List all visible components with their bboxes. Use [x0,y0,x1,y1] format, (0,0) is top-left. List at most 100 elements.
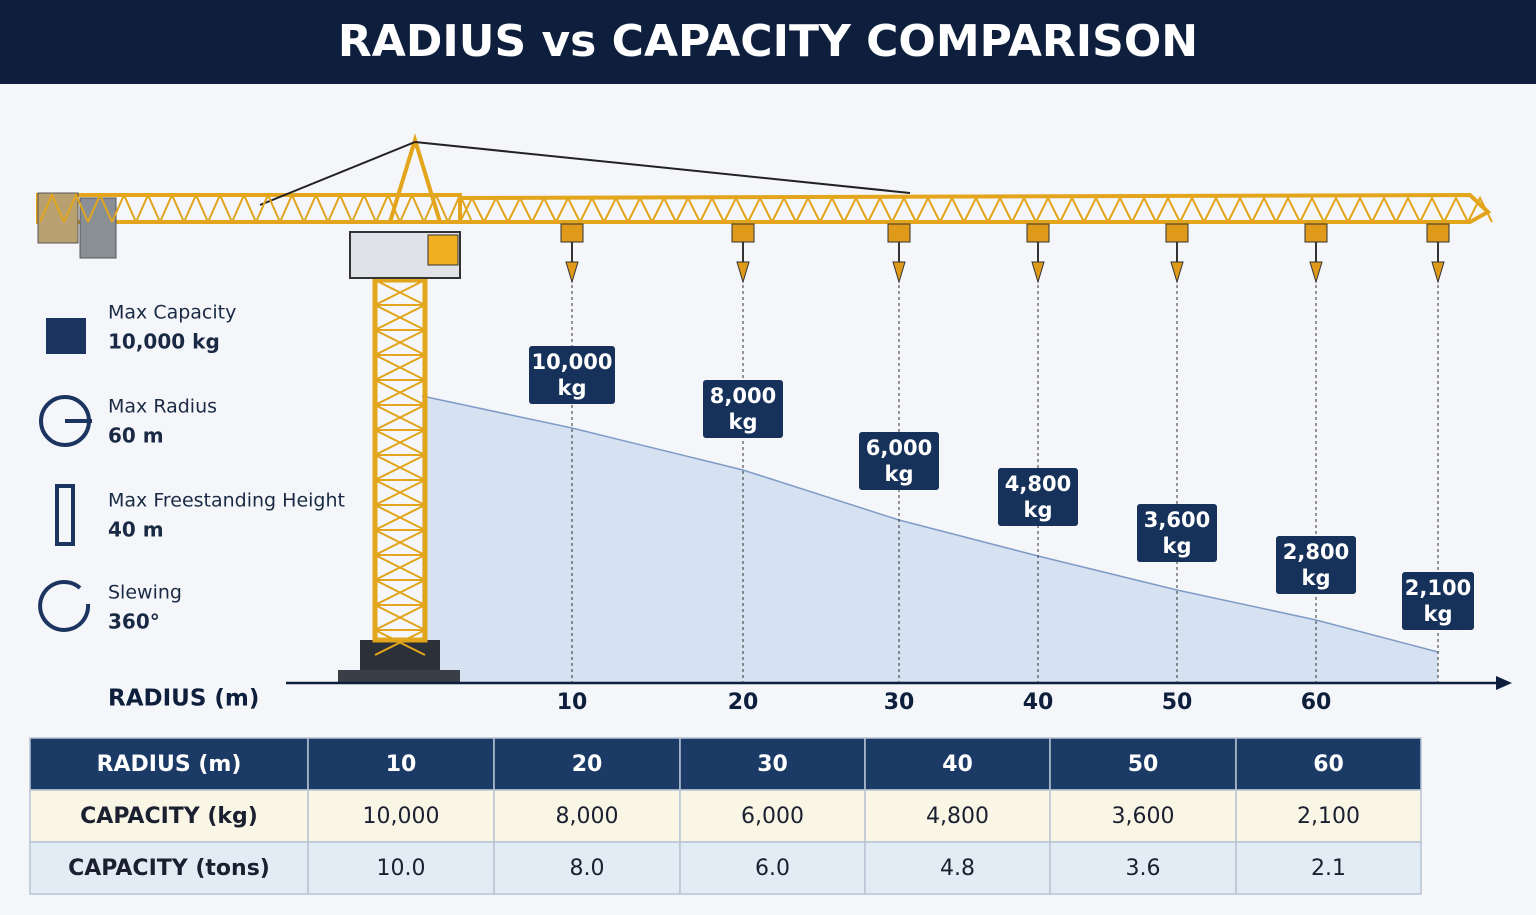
table-cell-text: 4,800 [926,804,989,829]
truss [1347,195,1373,223]
capacity-unit: kg [1424,602,1453,626]
truss [1203,195,1229,223]
apex [387,133,443,224]
capacity-curve [421,395,1439,653]
axis-tick-label: 40 [1023,690,1054,715]
truss [963,195,989,223]
hook [1431,261,1445,284]
truss [374,454,426,481]
table-header: 10 [386,752,417,777]
truss [374,579,426,606]
capacity-label-box [1137,504,1217,562]
table-cell [1235,789,1422,843]
capacity-unit: kg [1163,534,1192,558]
truss [891,195,917,223]
truss [87,192,113,223]
crane [36,133,1512,690]
truss [1107,195,1133,223]
table-header: 20 [572,752,603,777]
truss [1179,195,1205,223]
trolley [731,223,755,243]
jib [458,192,1492,224]
truss [1155,195,1181,223]
capacity-unit: kg [1302,566,1331,590]
truss [399,192,425,223]
truss [483,195,509,223]
table-header: 40 [942,752,973,777]
spec-label: Max Capacity [108,302,236,324]
truss [603,195,629,223]
icon-tower [55,484,75,546]
capacity-unit: kg [729,410,758,434]
table-header: 50 [1128,752,1159,777]
table-cell-text: 10,000 [363,804,440,829]
truss [351,192,377,223]
truss [459,195,485,223]
truss [1131,195,1157,223]
truss [699,195,725,223]
crane-base [338,670,460,684]
truss [507,195,533,223]
table-cell-text: 4.8 [940,856,975,881]
truss [374,529,426,556]
capacity-label-box [1402,572,1474,630]
table-cell [29,841,309,895]
capacity-value: 8,000 [710,384,776,408]
table-header: 60 [1313,752,1344,777]
counterweight [79,197,117,259]
truss [374,404,426,431]
tie [259,141,416,206]
trolley [1165,223,1189,243]
truss [255,192,281,223]
spec-icons [38,318,92,632]
spec-value: 360° [108,610,160,634]
truss [207,192,233,223]
trolley [1026,223,1050,243]
truss [555,195,581,223]
table-cell [1235,737,1422,791]
truss [374,279,426,306]
truss [111,192,137,223]
capacity-label-box [529,346,615,404]
truss [63,192,89,223]
table-cell-text: CAPACITY (kg) [80,804,258,829]
table-cell-text: CAPACITY (tons) [68,856,270,881]
truss [374,554,426,581]
capacity-label-box [998,468,1078,526]
capacity-value: 3,600 [1144,508,1210,532]
trolley [887,223,911,243]
truss [723,195,749,223]
table-cell [1049,841,1237,895]
table-cell-text: 2.1 [1311,856,1346,881]
axis-tick-label: 20 [728,690,759,715]
truss [579,195,605,223]
truss [183,192,209,223]
capacity-area [422,396,1438,683]
capacity-value: 10,000 [531,350,612,374]
hook [892,261,906,284]
capacity-value: 2,100 [1405,576,1471,600]
table-cell [307,737,495,791]
truss [1419,195,1445,223]
truss [279,192,305,223]
table-cell [864,789,1051,843]
spec-label: Slewing [108,582,182,604]
truss [374,329,426,356]
table-cell [493,789,681,843]
axis-tick-label: 50 [1162,690,1193,715]
truss [795,195,821,223]
axis-label: RADIUS (m) [108,686,259,712]
table-cell [679,737,866,791]
truss [915,195,941,223]
truss [374,604,426,631]
counterweight [37,192,79,244]
table-cell-text: 3.6 [1126,856,1161,881]
truss [1299,195,1325,223]
truss [447,192,473,223]
truss [1467,195,1493,223]
truss [627,195,653,223]
axis-tick-label: 30 [884,690,915,715]
truss [1035,195,1061,223]
table-header: 30 [757,752,788,777]
hook [1170,261,1184,284]
